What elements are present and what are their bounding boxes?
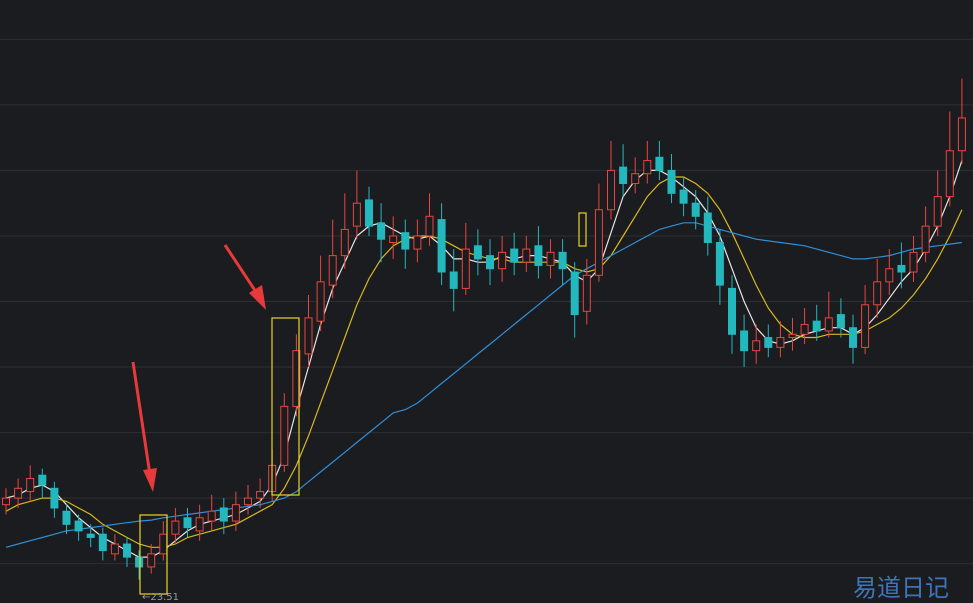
candle-body bbox=[50, 487, 59, 509]
candle-body bbox=[667, 169, 676, 194]
candle-body bbox=[861, 304, 870, 348]
arrow-head bbox=[143, 468, 157, 492]
candle-body bbox=[256, 491, 265, 499]
candle-body bbox=[231, 504, 240, 522]
candle-body bbox=[582, 274, 591, 312]
candle-body bbox=[619, 166, 628, 185]
candle-body bbox=[631, 173, 640, 185]
arrow bbox=[223, 244, 260, 296]
candle-body bbox=[413, 235, 422, 250]
candle-body bbox=[352, 202, 361, 227]
candle-body bbox=[473, 245, 482, 260]
candle-body bbox=[461, 248, 470, 289]
candle-body bbox=[933, 196, 942, 227]
candle-body bbox=[764, 337, 773, 348]
candle-body bbox=[558, 251, 567, 270]
candle-body bbox=[401, 232, 410, 250]
arrow bbox=[131, 361, 152, 476]
arrows bbox=[131, 244, 266, 492]
candle-body bbox=[195, 517, 204, 532]
highlights bbox=[139, 212, 587, 595]
candle-body bbox=[607, 169, 615, 211]
candle-body bbox=[389, 235, 398, 244]
candle-body bbox=[38, 474, 47, 486]
candle-body bbox=[522, 248, 531, 263]
candle-body bbox=[328, 255, 337, 286]
candle-body bbox=[280, 405, 289, 466]
candle-body bbox=[86, 533, 95, 538]
candle-body bbox=[98, 533, 107, 552]
candle-body bbox=[304, 317, 313, 355]
candle-body bbox=[945, 150, 954, 198]
candle-body bbox=[594, 209, 603, 276]
candle-body bbox=[377, 222, 386, 240]
candle-body bbox=[449, 271, 458, 289]
candle-body bbox=[740, 330, 749, 352]
candle-body bbox=[498, 251, 507, 270]
candle-body bbox=[292, 350, 301, 407]
candle-body bbox=[159, 533, 168, 555]
candle-body bbox=[123, 543, 131, 558]
grid bbox=[0, 38, 973, 565]
candle-body bbox=[486, 255, 494, 270]
watermark: 易道日记 bbox=[853, 574, 949, 602]
arrow-head bbox=[249, 285, 266, 310]
candle-body bbox=[14, 487, 23, 499]
highlight-box bbox=[271, 317, 300, 496]
candle-body bbox=[800, 323, 809, 335]
candle-body bbox=[135, 556, 144, 568]
candle-body bbox=[643, 160, 652, 175]
candle-body bbox=[921, 225, 930, 253]
candle-body bbox=[316, 281, 325, 322]
candle-body bbox=[655, 156, 664, 171]
candle-body bbox=[885, 268, 894, 283]
candle-body bbox=[679, 189, 688, 204]
candle-body bbox=[171, 520, 180, 535]
candle-body bbox=[510, 248, 519, 263]
candle-body bbox=[570, 271, 579, 316]
candle-body bbox=[691, 202, 700, 217]
highlight-box bbox=[139, 514, 168, 595]
candle-body bbox=[219, 507, 228, 522]
candle-body bbox=[812, 320, 821, 332]
candle-body bbox=[340, 228, 349, 257]
candle-body bbox=[715, 242, 724, 286]
low-annotation: ←23.51 bbox=[142, 592, 179, 603]
candle-body bbox=[909, 251, 918, 273]
candle-body bbox=[110, 543, 119, 555]
candle-body bbox=[703, 212, 712, 244]
candle-body bbox=[546, 251, 555, 266]
candle-body bbox=[62, 510, 71, 525]
candle-body bbox=[788, 333, 797, 339]
candle-body bbox=[147, 553, 156, 568]
highlight-box bbox=[578, 212, 587, 247]
candle-body bbox=[183, 517, 192, 529]
candle-body bbox=[824, 317, 833, 332]
candle-body bbox=[2, 497, 10, 506]
candle-body bbox=[437, 219, 446, 273]
candle-body bbox=[957, 117, 966, 152]
candle-body bbox=[728, 287, 736, 335]
candle-body bbox=[752, 340, 761, 352]
candle-body bbox=[365, 199, 373, 227]
candle-body bbox=[534, 245, 543, 266]
candle-body bbox=[776, 337, 785, 348]
candle-body bbox=[244, 497, 252, 506]
candle-body bbox=[849, 327, 857, 348]
candle-body bbox=[425, 215, 434, 237]
ma-line bbox=[5, 222, 962, 548]
candle-body bbox=[897, 264, 906, 273]
candle-body bbox=[873, 281, 882, 306]
candle-body bbox=[74, 520, 83, 532]
candle-body bbox=[26, 477, 35, 493]
candle-body bbox=[207, 510, 216, 522]
candle-body bbox=[836, 314, 845, 329]
